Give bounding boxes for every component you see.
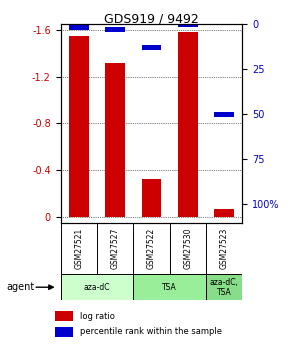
Bar (55, 327, 73, 337)
Text: aza-dC,
TSA: aza-dC, TSA (210, 278, 239, 297)
Text: GDS919 / 9492: GDS919 / 9492 (104, 12, 199, 25)
Text: GSM27522: GSM27522 (147, 228, 156, 269)
Bar (105, 27, 125, 32)
Text: percentile rank within the sample: percentile rank within the sample (80, 327, 222, 336)
Text: GSM27530: GSM27530 (183, 228, 192, 269)
Text: aza-dC: aza-dC (84, 283, 110, 292)
Text: GSM27523: GSM27523 (220, 228, 229, 269)
Bar (178, 32, 198, 217)
Bar (214, 112, 234, 117)
Text: GSM27521: GSM27521 (74, 228, 83, 269)
Bar (133, 274, 206, 300)
Bar (105, 63, 125, 217)
Bar (61, 274, 133, 300)
Bar (206, 274, 242, 300)
Bar (178, 22, 198, 27)
Bar (142, 45, 161, 50)
Text: log ratio: log ratio (80, 312, 115, 321)
Bar (142, 179, 161, 217)
Text: TSA: TSA (162, 283, 177, 292)
Text: agent: agent (6, 282, 34, 292)
Bar (214, 208, 234, 217)
Text: GSM27527: GSM27527 (111, 228, 120, 269)
Bar (69, 25, 89, 30)
Bar (69, 36, 89, 217)
Bar (55, 311, 73, 321)
